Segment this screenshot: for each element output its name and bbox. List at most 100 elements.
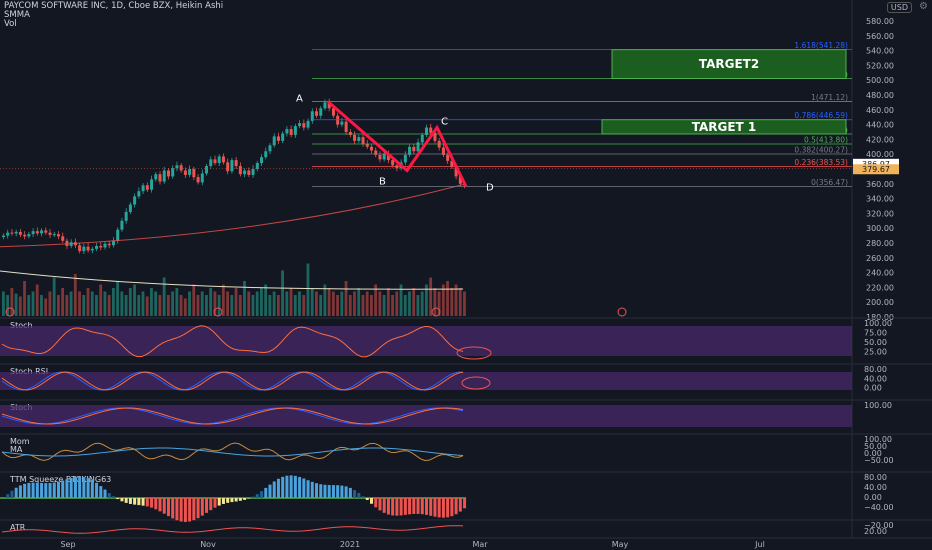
fib-level-label: 0.786(446.59) bbox=[794, 111, 848, 120]
volume-bar bbox=[382, 295, 386, 316]
candle bbox=[226, 162, 230, 172]
candle bbox=[331, 108, 335, 116]
volume-bar bbox=[52, 277, 56, 316]
pane-title: Mom bbox=[10, 437, 30, 446]
volume-bar bbox=[357, 288, 361, 316]
candle bbox=[145, 185, 149, 190]
volume-bar bbox=[319, 295, 323, 316]
squeeze-bar bbox=[111, 496, 115, 498]
candle bbox=[247, 170, 251, 175]
stoch-k-line bbox=[1, 325, 464, 358]
squeeze-bar bbox=[196, 498, 200, 519]
candle bbox=[107, 243, 111, 246]
price-tick-label: 480.00 bbox=[866, 91, 894, 100]
pane-tick-label: 50.00 bbox=[864, 442, 887, 451]
volume-ma-line bbox=[0, 270, 464, 290]
momentum-ma-line bbox=[1, 447, 464, 457]
squeeze-bar bbox=[441, 498, 445, 518]
time-tick-label: Jul bbox=[754, 540, 765, 549]
volume-bar bbox=[82, 295, 86, 316]
volume-bar bbox=[450, 288, 454, 316]
candle bbox=[429, 127, 433, 133]
squeeze-bar bbox=[141, 498, 145, 506]
settings-gear-icon[interactable]: ⚙ bbox=[919, 1, 928, 12]
candle bbox=[31, 231, 35, 235]
volume-bar bbox=[251, 295, 255, 316]
candle bbox=[458, 176, 462, 184]
squeeze-bar bbox=[382, 498, 386, 513]
earnings-marker bbox=[617, 307, 627, 317]
volume-bar bbox=[412, 288, 416, 316]
squeeze-bar bbox=[192, 498, 196, 521]
squeeze-bar bbox=[69, 477, 73, 498]
candle bbox=[238, 166, 242, 175]
volume-bar bbox=[73, 274, 77, 316]
squeeze-bar bbox=[323, 484, 327, 498]
volume-bar bbox=[2, 291, 5, 316]
stochrsi-highlight bbox=[461, 376, 491, 390]
fib-level-label: 0.236(383.53) bbox=[794, 158, 848, 167]
pane-tick-label: 20.00 bbox=[864, 527, 887, 536]
pane-tick-label: 40.00 bbox=[864, 374, 887, 383]
volume-bar bbox=[65, 295, 69, 316]
volume-bar bbox=[150, 288, 153, 316]
squeeze-bar bbox=[433, 498, 437, 517]
volume-bar bbox=[458, 288, 462, 316]
volume-bar bbox=[205, 295, 208, 316]
volume-bar bbox=[327, 288, 331, 316]
squeeze-bar bbox=[272, 481, 276, 498]
pane-tick-label: −40.00 bbox=[864, 503, 894, 512]
price-tick-label: 400.00 bbox=[866, 150, 894, 159]
candle bbox=[2, 235, 5, 238]
volume-bar bbox=[276, 295, 280, 316]
pattern-point-label: B bbox=[379, 176, 386, 187]
squeeze-bar bbox=[137, 498, 141, 506]
volume-bar bbox=[285, 291, 289, 316]
price-tick-label: 280.00 bbox=[866, 239, 894, 248]
volume-bar bbox=[399, 284, 403, 316]
squeeze-bar bbox=[86, 478, 90, 498]
squeeze-bar bbox=[251, 496, 255, 498]
squeeze-bar bbox=[154, 498, 158, 510]
volume-bar bbox=[6, 295, 10, 316]
momentum-line bbox=[1, 442, 464, 461]
squeeze-bar bbox=[73, 477, 77, 498]
squeeze-bar bbox=[391, 498, 395, 516]
squeeze-bar bbox=[298, 476, 302, 498]
target-box bbox=[611, 49, 847, 79]
volume-bar bbox=[386, 288, 390, 316]
candle bbox=[78, 245, 82, 252]
currency-badge[interactable]: USD bbox=[886, 2, 912, 13]
candle bbox=[357, 137, 361, 141]
squeeze-bar bbox=[429, 498, 433, 516]
candle bbox=[251, 169, 255, 175]
squeeze-bar bbox=[293, 475, 297, 498]
candle bbox=[179, 165, 183, 171]
candle bbox=[425, 127, 428, 135]
volume-bar bbox=[69, 291, 73, 316]
squeeze-bar bbox=[107, 493, 111, 498]
price-tick-label: 360.00 bbox=[866, 180, 894, 189]
candle bbox=[175, 165, 179, 169]
candle bbox=[416, 142, 420, 152]
candle bbox=[378, 154, 382, 160]
squeeze-bar bbox=[183, 498, 187, 522]
volume-bar bbox=[395, 291, 399, 316]
squeeze-bar bbox=[437, 498, 441, 518]
squeeze-bar bbox=[188, 498, 192, 522]
squeeze-bar bbox=[27, 482, 31, 498]
candle bbox=[162, 170, 166, 182]
candle bbox=[56, 234, 60, 237]
squeeze-bar bbox=[221, 498, 225, 504]
fib-level-label: 0.382(400.27) bbox=[794, 146, 848, 155]
volume-bar bbox=[289, 288, 293, 316]
squeeze-bar bbox=[205, 498, 209, 513]
volume-bar bbox=[391, 295, 394, 316]
squeeze-bar bbox=[213, 498, 217, 508]
pane-tick-label: 0.00 bbox=[864, 384, 882, 393]
squeeze-bar bbox=[166, 498, 170, 517]
pattern-point-label: A bbox=[296, 94, 303, 105]
volume-bar bbox=[175, 288, 179, 316]
volume-bar bbox=[120, 291, 124, 316]
